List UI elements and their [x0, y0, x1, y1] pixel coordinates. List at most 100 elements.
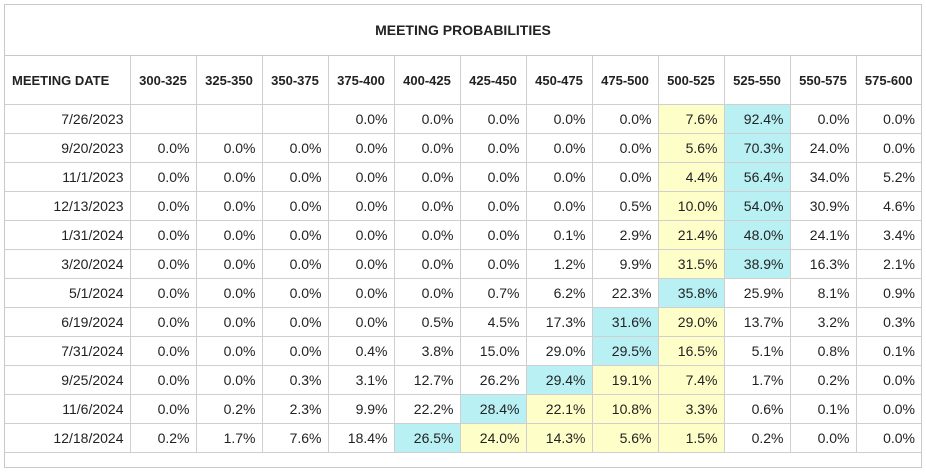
probability-cell: 1.7% [723, 365, 791, 395]
probability-cell: 14.3% [525, 423, 593, 453]
probability-cell: 30.9% [789, 191, 857, 221]
probability-cell: 26.2% [459, 365, 527, 395]
table-row: 9/25/2024 0.0% 0.0% 0.3% 3.1% 12.7% 26.2% 29.4%… [5, 365, 921, 395]
table-body: 7/26/2023 0.0% 0.0% 0.0% 0.0% 0.0% 7.6% 92.4% 0.… [5, 104, 921, 453]
probability-cell: 0.0% [129, 307, 197, 337]
probability-cell: 0.7% [459, 278, 527, 308]
meeting-date-cell: 1/31/2024 [5, 220, 131, 250]
probability-cell: 56.4% [723, 162, 791, 192]
column-header-425-450: 425-450 [459, 56, 527, 105]
probability-cell: 0.0% [261, 162, 329, 192]
probability-cell: 31.5% [657, 249, 725, 279]
probability-cell: 0.0% [327, 191, 395, 221]
table-row: 5/1/2024 0.0% 0.0% 0.0% 0.0% 0.0% 0.7% 6.2% 22.3… [5, 278, 921, 308]
probability-cell: 0.3% [261, 365, 329, 395]
probability-cell: 10.0% [657, 191, 725, 221]
probability-cell: 0.0% [393, 162, 461, 192]
probability-cell: 0.0% [393, 249, 461, 279]
probability-cell: 0.0% [129, 365, 197, 395]
probability-cell: 0.0% [327, 133, 395, 163]
probability-cell: 0.9% [855, 278, 921, 308]
probability-cell: 0.0% [129, 220, 197, 250]
probability-cell: 0.0% [525, 162, 593, 192]
column-header-575-600: 575-600 [855, 56, 921, 105]
probability-cell [261, 104, 329, 134]
probability-cell: 7.6% [657, 104, 725, 134]
meeting-date-cell: 12/18/2024 [5, 423, 131, 453]
probability-cell: 0.0% [855, 394, 921, 424]
probability-cell: 0.0% [195, 307, 263, 337]
probability-cell: 0.0% [129, 249, 197, 279]
meeting-probabilities-panel: MEETING PROBABILITIES MEETING DATE 300-32… [4, 4, 922, 468]
probability-cell: 0.0% [591, 162, 659, 192]
meeting-date-cell: 3/20/2024 [5, 249, 131, 279]
probability-cell: 0.0% [525, 104, 593, 134]
probability-cell: 0.0% [129, 191, 197, 221]
column-header-400-425: 400-425 [393, 56, 461, 105]
probability-cell: 0.0% [525, 191, 593, 221]
probability-cell: 31.6% [591, 307, 659, 337]
probability-cell: 0.1% [855, 336, 921, 366]
probability-cell: 0.0% [327, 249, 395, 279]
probability-cell: 0.0% [327, 278, 395, 308]
probability-cell: 4.5% [459, 307, 527, 337]
probability-cell: 26.5% [393, 423, 461, 453]
meeting-date-cell: 11/6/2024 [5, 394, 131, 424]
probability-cell: 29.0% [657, 307, 725, 337]
probability-cell: 22.1% [525, 394, 593, 424]
probability-cell: 0.6% [723, 394, 791, 424]
probability-cell: 0.0% [129, 278, 197, 308]
probability-cell: 0.0% [261, 307, 329, 337]
probability-cell: 0.0% [261, 220, 329, 250]
probability-cell: 2.9% [591, 220, 659, 250]
table-row: 3/20/2024 0.0% 0.0% 0.0% 0.0% 0.0% 0.0% 1.2% 9.9… [5, 249, 921, 279]
probability-cell: 0.0% [459, 191, 527, 221]
table-row: 6/19/2024 0.0% 0.0% 0.0% 0.0% 0.5% 4.5% 17.3% 31… [5, 307, 921, 337]
probability-cell: 0.3% [855, 307, 921, 337]
column-header-475-500: 475-500 [591, 56, 659, 105]
probability-cell: 0.1% [789, 394, 857, 424]
probability-cell: 0.0% [393, 220, 461, 250]
probability-cell: 0.0% [393, 191, 461, 221]
probabilities-table: MEETING DATE 300-325 325-350 350-375 375-400… [5, 56, 921, 453]
probability-cell: 0.0% [855, 423, 921, 453]
probability-cell: 35.8% [657, 278, 725, 308]
probability-cell: 70.3% [723, 133, 791, 163]
probability-cell: 10.8% [591, 394, 659, 424]
probability-cell: 0.8% [789, 336, 857, 366]
table-row: 11/1/2023 0.0% 0.0% 0.0% 0.0% 0.0% 0.0% 0.0% 0.0… [5, 162, 921, 192]
probability-cell: 0.0% [195, 133, 263, 163]
probability-cell: 22.3% [591, 278, 659, 308]
probability-cell: 0.0% [327, 307, 395, 337]
probability-cell: 17.3% [525, 307, 593, 337]
probability-cell: 3.1% [327, 365, 395, 395]
probability-cell: 0.0% [129, 394, 197, 424]
probability-cell: 0.0% [459, 220, 527, 250]
probability-cell: 0.0% [789, 104, 857, 134]
probability-cell: 29.5% [591, 336, 659, 366]
probability-cell: 0.0% [393, 104, 461, 134]
probability-cell: 0.0% [459, 104, 527, 134]
table-row: 12/18/2024 0.2% 1.7% 7.6% 18.4% 26.5% 24.0% 14.… [5, 423, 921, 453]
table-row: 1/31/2024 0.0% 0.0% 0.0% 0.0% 0.0% 0.0% 0.1% 2.9… [5, 220, 921, 250]
probability-cell: 24.0% [459, 423, 527, 453]
probability-cell: 2.1% [855, 249, 921, 279]
probability-cell: 34.0% [789, 162, 857, 192]
table-row: 11/6/2024 0.0% 0.2% 2.3% 9.9% 22.2% 28.4% 22.1%… [5, 394, 921, 424]
probability-cell: 13.7% [723, 307, 791, 337]
probability-cell: 9.9% [327, 394, 395, 424]
probability-cell: 1.2% [525, 249, 593, 279]
probability-cell: 0.0% [195, 220, 263, 250]
probability-cell: 29.0% [525, 336, 593, 366]
probability-cell: 0.0% [261, 336, 329, 366]
probability-cell: 1.7% [195, 423, 263, 453]
probability-cell: 18.4% [327, 423, 395, 453]
column-header-meeting-date: MEETING DATE [5, 56, 131, 105]
probability-cell [195, 104, 263, 134]
probability-cell: 0.4% [327, 336, 395, 366]
probability-cell: 25.9% [723, 278, 791, 308]
column-header-300-325: 300-325 [129, 56, 197, 105]
column-header-325-350: 325-350 [195, 56, 263, 105]
probability-cell: 4.4% [657, 162, 725, 192]
probability-cell: 0.0% [591, 133, 659, 163]
